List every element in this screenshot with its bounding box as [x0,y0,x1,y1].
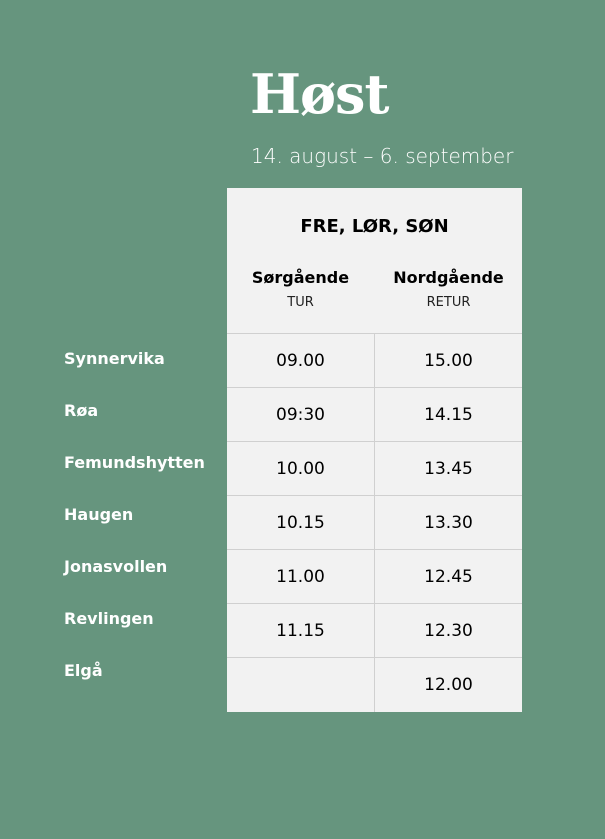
table-row: 09:30 14.15 [227,388,522,442]
time-retur: 12.00 [424,675,473,695]
time-tur [227,658,375,712]
stop-name: Synnervika [64,349,165,368]
table-row: 10.15 13.30 [227,496,522,550]
table-row: 12.00 [227,658,522,712]
stop-list: Synnervika Røa Femundshytten Haugen Jonasvol… [64,334,205,698]
stop-name: Femundshytten [64,453,205,472]
time-tur: 10.15 [227,496,375,549]
time-retur: 14.15 [424,404,473,425]
time-tur: 11.15 [227,604,375,657]
time-retur: 13.45 [424,458,473,479]
timetable-header: FRE, LØR, SØN Sørgående TUR Nordgående R… [227,188,522,334]
column-name: Sørgående [251,268,350,287]
column-sub: TUR [287,295,314,310]
table-row: 10.00 13.45 [227,442,522,496]
time-retur: 15.00 [424,350,473,371]
time-tur: 09:30 [227,388,375,441]
column-sub: RETUR [426,295,471,310]
date-range: 14. august – 6. september [251,144,514,168]
stop-name: Haugen [64,505,134,524]
table-row: 09.00 15.00 [227,334,522,388]
table-row: 11.15 12.30 [227,604,522,658]
time-retur: 13.30 [424,512,473,533]
time-retur: 12.30 [424,620,473,641]
timetable: FRE, LØR, SØN Sørgående TUR Nordgående R… [227,188,522,712]
stop-name: Røa [64,401,99,420]
column-southbound: Sørgående TUR [227,268,374,310]
time-tur: 09.00 [227,334,375,387]
time-retur: 12.45 [424,566,473,587]
table-row: 11.00 12.45 [227,550,522,604]
page-title: Høst [250,62,389,126]
days-label: FRE, LØR, SØN [300,216,449,237]
stop-name: Elgå [64,661,103,680]
column-northbound: Nordgående RETUR [375,268,522,310]
stop-name: Revlingen [64,609,154,628]
time-tur: 10.00 [227,442,375,495]
time-tur: 11.00 [227,550,375,603]
stop-name: Jonasvollen [64,557,168,576]
column-name: Nordgående [393,268,504,287]
